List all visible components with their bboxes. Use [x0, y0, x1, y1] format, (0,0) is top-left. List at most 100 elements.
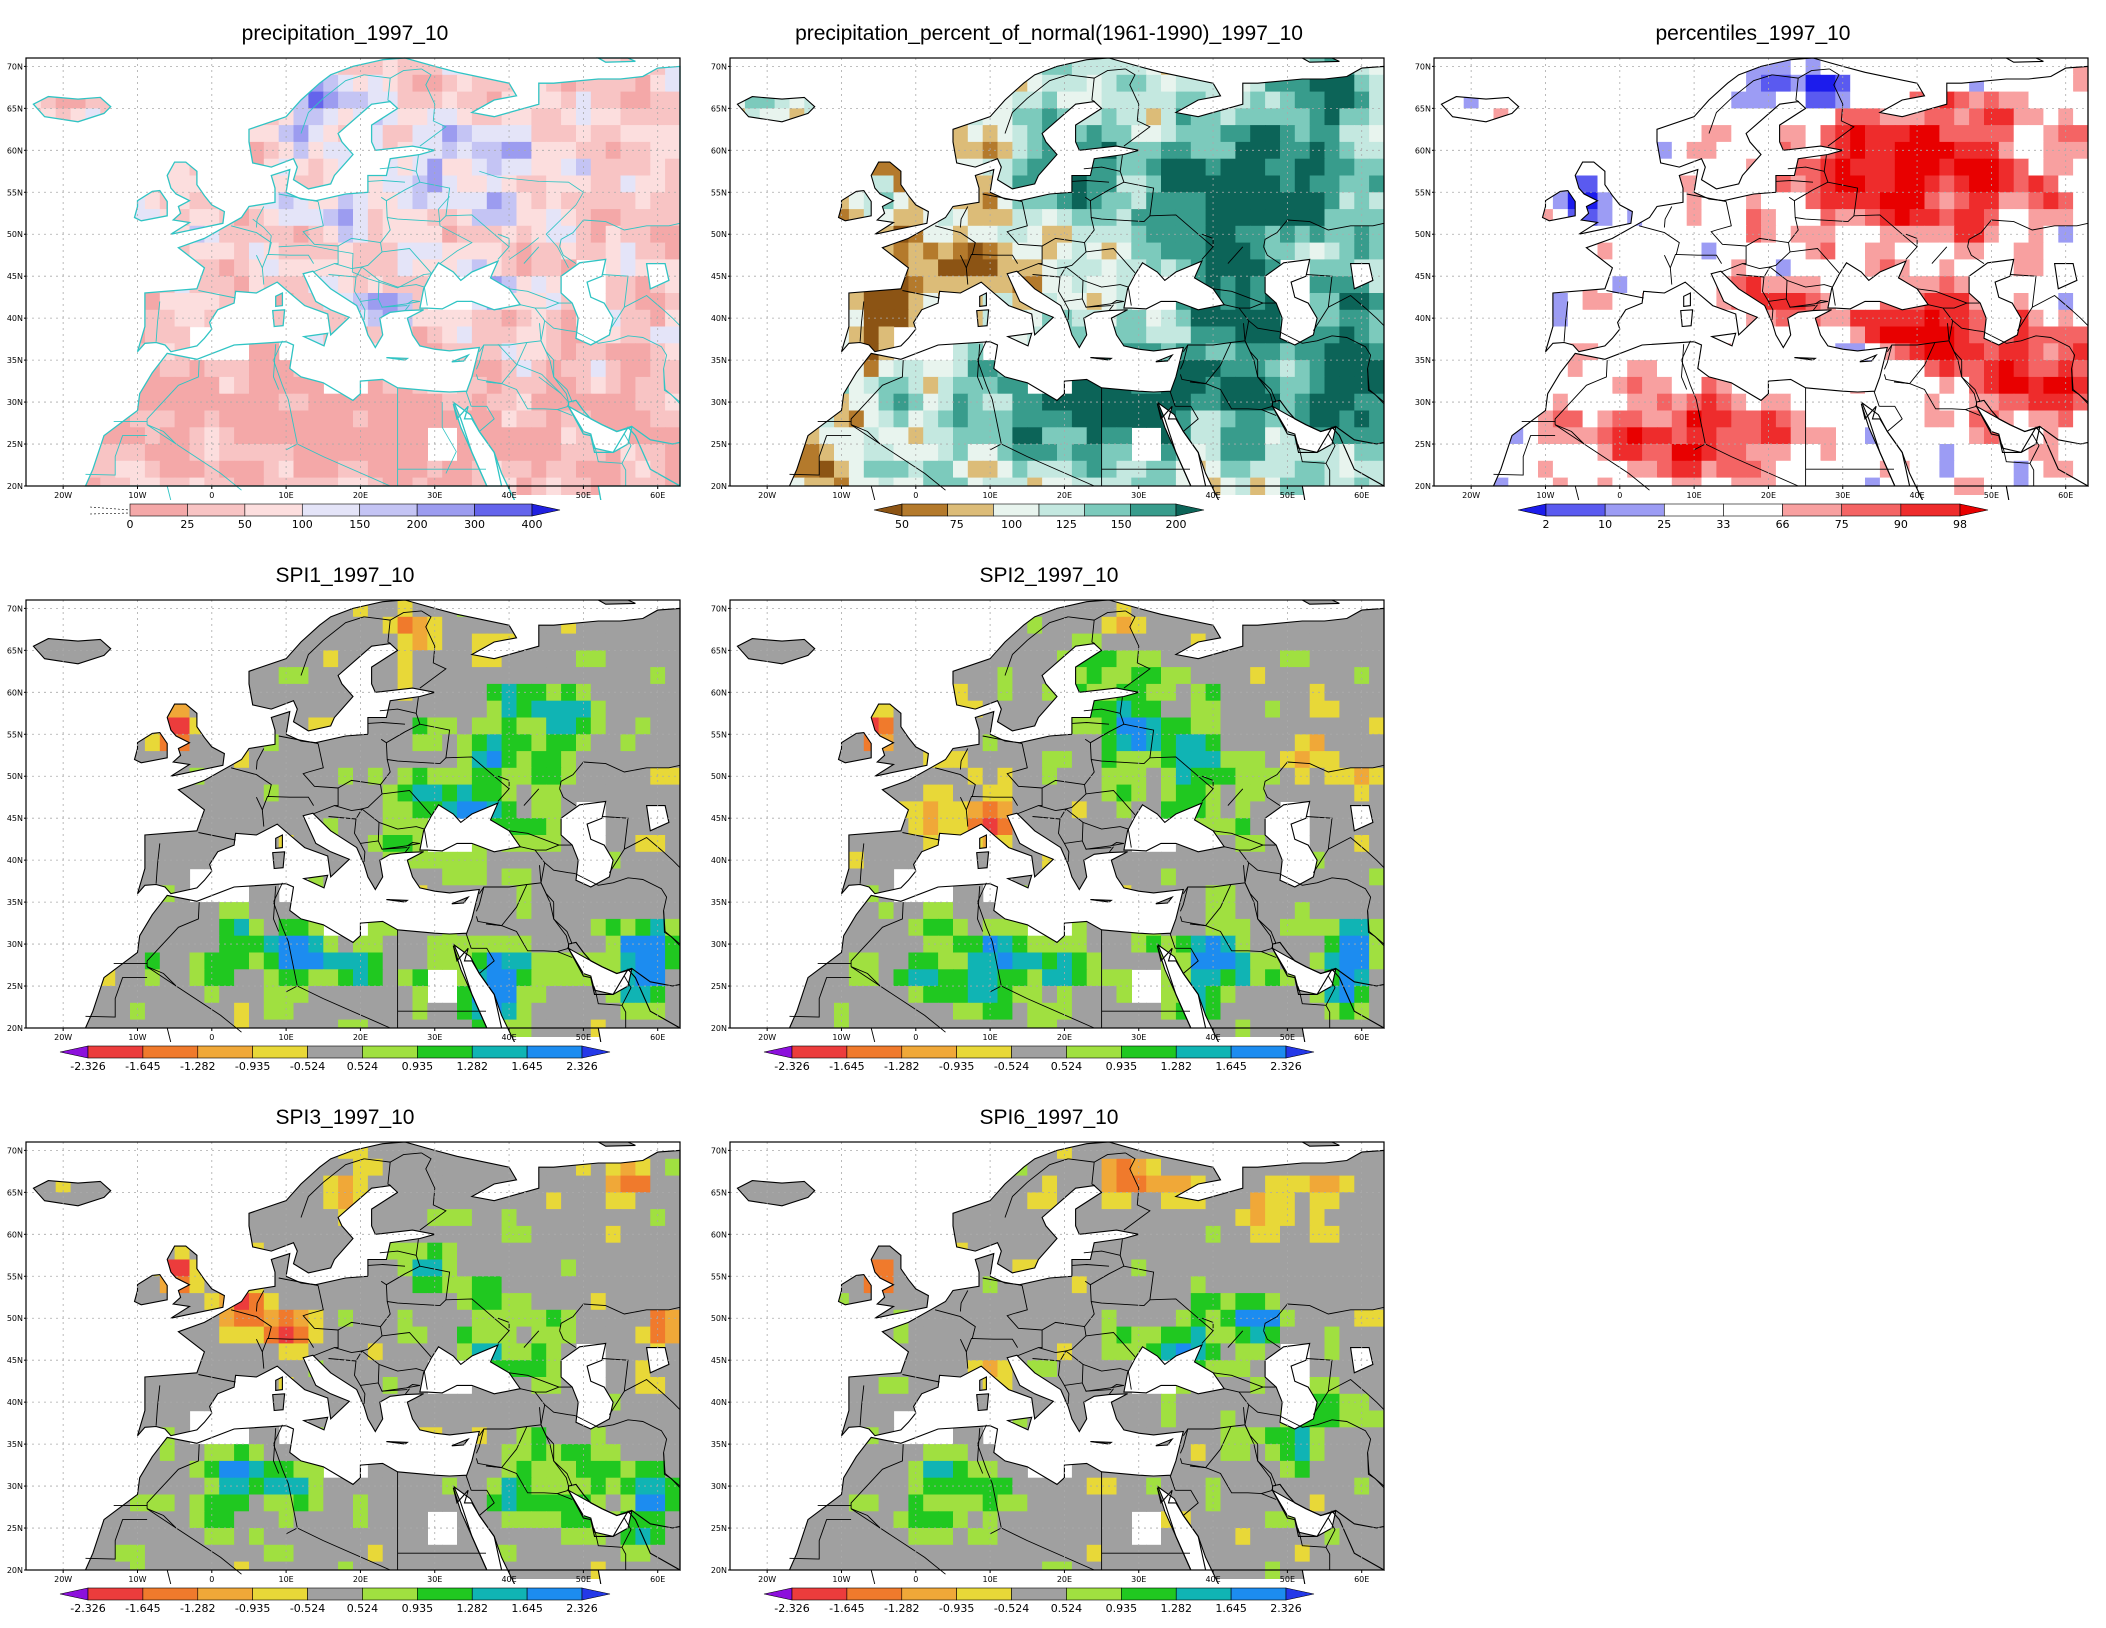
- lat-tick-label: 50N: [7, 772, 23, 781]
- lat-tick-label: 40N: [711, 856, 727, 865]
- lon-tick-label: 10W: [832, 1575, 850, 1584]
- lat-tick-label: 45N: [7, 814, 23, 823]
- lat-tick-label: 35N: [711, 898, 727, 907]
- lon-tick-label: 10E: [982, 1033, 997, 1042]
- lon-tick-label: 20W: [54, 491, 72, 500]
- legend-swatch: [475, 504, 532, 516]
- legend-swatch: [143, 1588, 198, 1600]
- legend-label: 150: [349, 518, 370, 531]
- lat-tick-label: 25N: [7, 1524, 23, 1533]
- legend-swatch: [362, 1046, 417, 1058]
- lon-tick-label: 10W: [832, 1033, 850, 1042]
- lat-tick-label: 40N: [711, 314, 727, 323]
- legend-swatch: [245, 504, 302, 516]
- lon-tick-label: 10W: [128, 1033, 146, 1042]
- legend-label: 2.326: [1270, 1060, 1302, 1073]
- legend-swatches: [874, 504, 1204, 516]
- legend-swatch: [1176, 504, 1204, 516]
- legend-swatch: [1176, 1046, 1231, 1058]
- lat-tick-label: 65N: [711, 104, 727, 113]
- lat-tick-label: 45N: [711, 1356, 727, 1365]
- lat-tick-label: 20N: [711, 482, 727, 491]
- legend-swatch: [847, 1046, 902, 1058]
- legend-label: 125: [1056, 518, 1077, 531]
- legend-swatch: [1723, 504, 1782, 516]
- lon-tick-label: 40E: [501, 1575, 516, 1584]
- legend-label: 0.524: [347, 1060, 379, 1073]
- legend-swatch: [874, 504, 902, 516]
- legend-swatch: [948, 504, 994, 516]
- lat-tick-label: 25N: [711, 1524, 727, 1533]
- lat-tick-label: 45N: [1415, 272, 1431, 281]
- lon-tick-label: 50E: [1280, 1575, 1295, 1584]
- lat-tick-label: 30N: [711, 940, 727, 949]
- lat-tick-label: 40N: [711, 1398, 727, 1407]
- lat-tick-label: 45N: [711, 814, 727, 823]
- lat-tick-label: 35N: [711, 1440, 727, 1449]
- legend-swatch: [198, 1588, 253, 1600]
- legend-label: 90: [1894, 518, 1908, 531]
- lat-tick-label: 45N: [7, 272, 23, 281]
- lat-tick-label: 20N: [711, 1566, 727, 1575]
- lon-tick-label: 20E: [1057, 1575, 1072, 1584]
- legend-label: -0.935: [235, 1602, 270, 1615]
- lon-tick-label: 50E: [1984, 491, 1999, 500]
- lat-tick-label: 70N: [711, 1146, 727, 1155]
- lat-tick-label: 20N: [7, 1566, 23, 1575]
- legend-swatch: [362, 1588, 417, 1600]
- legend-swatch: [1960, 504, 1988, 516]
- lon-tick-label: 20W: [758, 491, 776, 500]
- legend-label: 33: [1716, 518, 1730, 531]
- legend-label: 1.282: [456, 1602, 488, 1615]
- lon-tick-label: 40E: [1205, 491, 1220, 500]
- legend-swatch: [1039, 504, 1085, 516]
- lon-tick-label: 20W: [1462, 491, 1480, 500]
- lon-tick-label: 10E: [982, 491, 997, 500]
- lat-tick-label: 55N: [711, 730, 727, 739]
- legend-label: 100: [292, 518, 313, 531]
- legend-label: 1.282: [1160, 1060, 1192, 1073]
- legend-swatch: [902, 1046, 957, 1058]
- lat-tick-label: 25N: [7, 440, 23, 449]
- lon-tick-label: 0: [209, 1575, 214, 1584]
- legend-label: 50: [895, 518, 909, 531]
- lat-tick-label: 70N: [711, 62, 727, 71]
- legend-swatches: [764, 1046, 1314, 1058]
- legend-swatch: [1012, 1588, 1067, 1600]
- legend-label: -0.524: [994, 1060, 1029, 1073]
- lon-tick-label: 10E: [1686, 491, 1701, 500]
- legend-swatch: [1130, 504, 1176, 516]
- legend-label: -0.524: [290, 1602, 325, 1615]
- legend-label: -1.645: [829, 1060, 864, 1073]
- legend-label: 100: [1001, 518, 1022, 531]
- lat-tick-label: 55N: [7, 188, 23, 197]
- lon-tick-label: 30E: [427, 1033, 442, 1042]
- lon-tick-label: 60E: [650, 491, 665, 500]
- legend-swatch: [957, 1046, 1012, 1058]
- lat-tick-label: 35N: [7, 898, 23, 907]
- legend-swatch: [1066, 1046, 1121, 1058]
- lon-tick-label: 20E: [1057, 1033, 1072, 1042]
- legend-label: -0.935: [939, 1060, 974, 1073]
- lon-tick-label: 10E: [278, 491, 293, 500]
- lat-tick-label: 70N: [7, 604, 23, 613]
- legend-swatch: [1518, 504, 1546, 516]
- legend-label: -1.282: [884, 1060, 919, 1073]
- legend-label: 0.935: [1106, 1060, 1138, 1073]
- legend-swatch: [60, 1046, 88, 1058]
- lon-tick-label: 30E: [427, 491, 442, 500]
- legend-swatch: [1121, 1046, 1176, 1058]
- lat-tick-label: 30N: [7, 940, 23, 949]
- lat-tick-label: 70N: [7, 62, 23, 71]
- legend-label: 400: [522, 518, 543, 531]
- legend-label: 200: [1166, 518, 1187, 531]
- lat-tick-label: 40N: [7, 1398, 23, 1407]
- lon-tick-label: 50E: [1280, 491, 1295, 500]
- legend-label: 0.524: [1051, 1060, 1083, 1073]
- legend-swatch: [143, 1046, 198, 1058]
